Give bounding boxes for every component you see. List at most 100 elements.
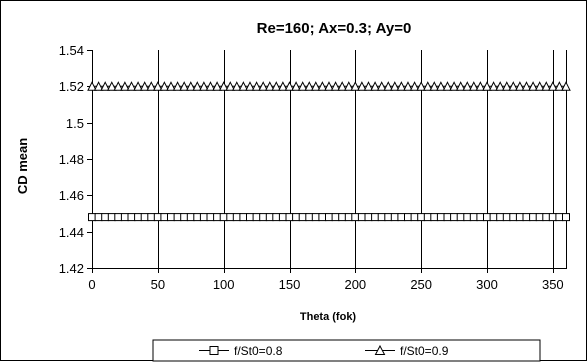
data-point-square (127, 213, 136, 222)
data-point-triangle (343, 81, 354, 91)
data-point-square (305, 213, 314, 222)
data-point-square (94, 213, 103, 222)
data-point-square (443, 213, 452, 222)
data-point-triangle (100, 81, 111, 91)
data-point-square (509, 213, 518, 222)
data-point-triangle (337, 81, 348, 91)
legend: f/St0=0.8 f/St0=0.9 (152, 339, 541, 362)
data-point-triangle (172, 81, 183, 91)
data-point-triangle (251, 81, 262, 91)
data-point-triangle (133, 81, 143, 91)
data-point-triangle (231, 81, 242, 91)
y-tick-label: 1.46 (59, 188, 84, 203)
data-point-square (239, 213, 248, 222)
data-point-square (265, 213, 274, 222)
data-point-square (173, 213, 182, 222)
data-point-square (232, 213, 241, 222)
data-point-square (562, 213, 570, 222)
data-point-triangle (436, 81, 446, 91)
data-point-triangle (376, 81, 387, 91)
data-point-square (476, 213, 485, 222)
data-point-triangle (330, 81, 341, 91)
data-point-triangle (310, 81, 321, 91)
y-tick-label: 1.52 (59, 79, 84, 94)
data-point-square (529, 213, 538, 222)
data-point-triangle (166, 81, 176, 91)
data-point-square (206, 213, 215, 222)
legend-label-series-1: f/St0=0.8 (234, 344, 283, 358)
data-point-square (555, 213, 564, 222)
data-point-square (423, 213, 432, 222)
data-point-triangle (192, 81, 203, 91)
data-point-triangle (317, 81, 328, 91)
data-point-triangle (291, 81, 301, 91)
data-point-square (107, 213, 116, 222)
x-tick-label: 100 (213, 277, 235, 292)
data-point-square (338, 213, 347, 222)
x-tick-label: 250 (410, 277, 432, 292)
legend-marker-square (209, 346, 219, 355)
data-point-triangle (528, 81, 538, 91)
data-point-triangle (113, 81, 124, 91)
data-point-square (344, 213, 353, 222)
x-tick-label: 350 (542, 277, 564, 292)
data-point-square (180, 213, 189, 222)
data-point-square (371, 213, 380, 222)
data-point-square (542, 213, 551, 222)
x-tick-label: 200 (344, 277, 366, 292)
y-tick-label: 1.44 (59, 225, 84, 240)
data-point-square (456, 213, 465, 222)
data-point-square (436, 213, 445, 222)
data-point-square (325, 213, 333, 222)
legend-label-series-2: f/St0=0.9 (400, 344, 449, 358)
data-point-square (298, 213, 307, 222)
series-layer (87, 81, 571, 222)
data-point-square (351, 213, 360, 222)
data-point-triangle (159, 81, 170, 91)
data-point-triangle (87, 81, 97, 91)
data-point-triangle (357, 81, 367, 91)
data-point-triangle (120, 81, 130, 91)
legend-item-series-1: f/St0=0.8 (199, 344, 283, 358)
data-point-triangle (515, 81, 525, 91)
data-point-triangle (521, 81, 532, 91)
data-point-square (219, 213, 228, 222)
data-point-triangle (264, 81, 275, 91)
x-tick-label: 50 (151, 277, 165, 292)
data-point-triangle (501, 81, 512, 91)
data-point-triangle (324, 81, 334, 91)
x-tick-label: 150 (279, 277, 301, 292)
data-point-triangle (205, 81, 216, 91)
data-point-triangle (199, 81, 209, 91)
data-point-triangle (403, 81, 413, 91)
data-point-triangle (462, 81, 473, 91)
data-point-square (331, 213, 340, 222)
y-tick-label: 1.48 (59, 152, 84, 167)
data-point-square (450, 213, 459, 222)
data-point-square (377, 213, 386, 222)
legend-item-series-2: f/St0=0.9 (365, 344, 449, 358)
data-point-triangle (541, 81, 552, 91)
data-point-triangle (218, 81, 229, 91)
data-point-square (404, 213, 412, 222)
data-point-triangle (238, 81, 249, 91)
data-point-square (226, 213, 235, 222)
data-point-square (134, 213, 143, 222)
data-point-triangle (547, 81, 558, 91)
data-point-square (114, 213, 123, 222)
data-point-triangle (416, 81, 427, 91)
data-point-square (357, 213, 366, 222)
data-point-square (199, 213, 208, 222)
data-point-triangle (409, 81, 420, 91)
data-point-square (384, 213, 393, 222)
data-point-square (430, 213, 439, 222)
data-point-square (548, 213, 557, 222)
data-point-square (318, 213, 327, 222)
data-point-square (147, 213, 156, 222)
data-point-triangle (146, 81, 157, 91)
data-point-triangle (370, 81, 380, 91)
data-point-triangle (212, 81, 222, 91)
y-tick-label: 1.5 (66, 116, 84, 131)
data-point-triangle (271, 81, 282, 91)
data-point-square (292, 213, 301, 222)
